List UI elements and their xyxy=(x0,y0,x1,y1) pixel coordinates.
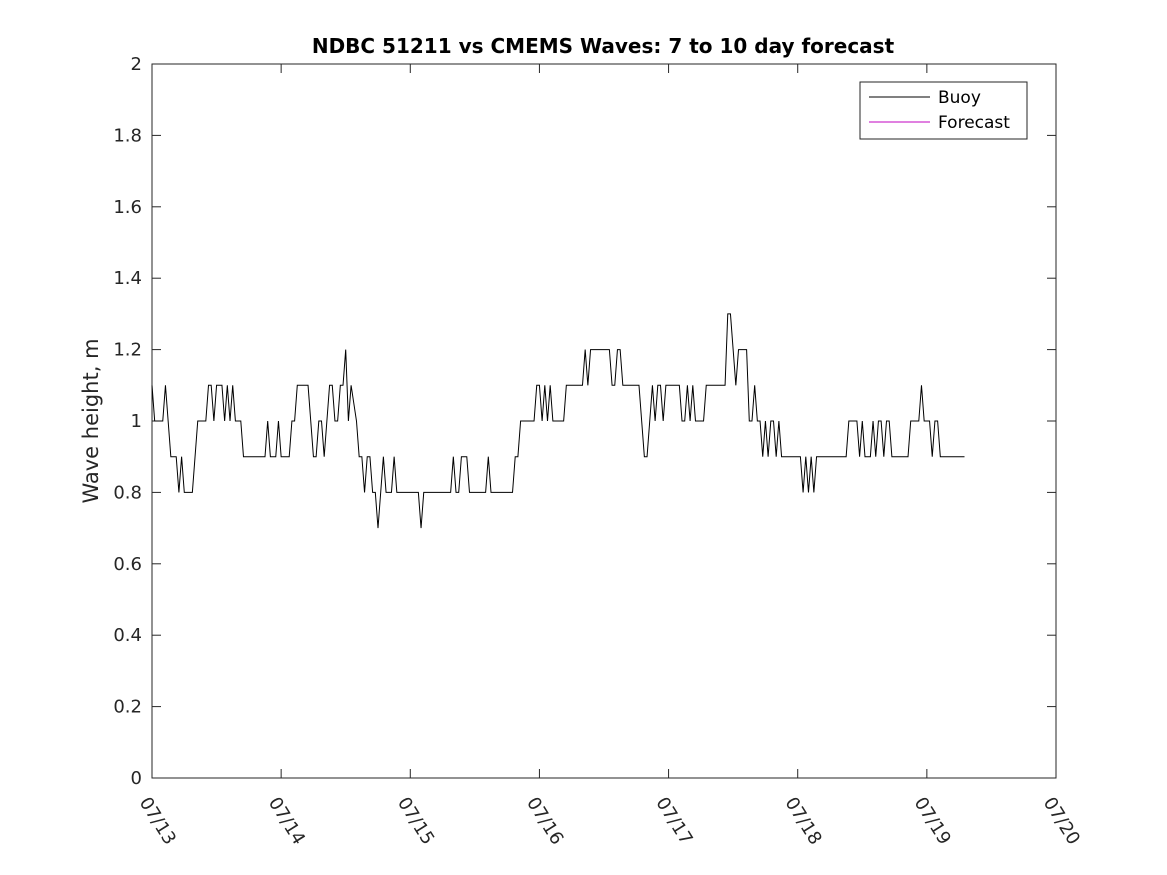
y-tick-label: 1.6 xyxy=(113,197,142,218)
y-axis-label: Wave height, m xyxy=(79,338,103,503)
y-tick-label: 1.4 xyxy=(113,268,142,289)
x-tick-label: 07/19 xyxy=(910,794,955,849)
y-tick-label: 2 xyxy=(131,54,142,75)
x-tick-label: 07/17 xyxy=(651,794,696,849)
y-tick-label: 1 xyxy=(131,411,142,432)
y-tick-label: 1.2 xyxy=(113,340,142,361)
y-tick-label: 0 xyxy=(131,768,142,789)
x-tick-label: 07/16 xyxy=(522,794,567,849)
legend: Buoy Forecast xyxy=(859,81,1028,140)
legend-box xyxy=(859,81,1028,140)
legend-label-buoy: Buoy xyxy=(938,88,981,108)
y-tick-label: 0.6 xyxy=(113,554,142,575)
series-line-buoy xyxy=(151,313,965,529)
plot-area xyxy=(151,63,1057,779)
y-tick-label: 0.4 xyxy=(113,625,142,646)
y-tick-label: 0.8 xyxy=(113,482,142,503)
x-tick-label: 07/13 xyxy=(135,794,180,849)
y-tick-label: 0.2 xyxy=(113,697,142,718)
y-tick-label: 1.8 xyxy=(113,125,142,146)
chart-title: NDBC 51211 vs CMEMS Waves: 7 to 10 day f… xyxy=(312,34,895,58)
legend-label-forecast: Forecast xyxy=(938,113,1010,133)
series-layer xyxy=(151,313,965,529)
x-tick-label: 07/18 xyxy=(780,794,825,849)
y-axis: 0 0.2 0.4 0.6 0.8 1 1.2 1.4 1.6 1.8 2 xyxy=(113,54,1056,789)
x-tick-label: 07/14 xyxy=(264,794,309,849)
x-tick-label: 07/20 xyxy=(1039,794,1084,849)
x-tick-label: 07/15 xyxy=(393,794,438,849)
